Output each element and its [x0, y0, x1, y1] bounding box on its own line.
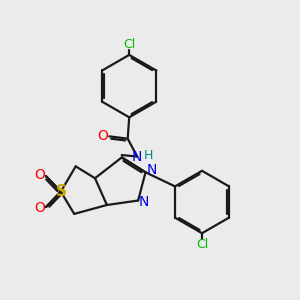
Text: O: O [34, 168, 45, 182]
Text: N: N [132, 149, 142, 164]
Text: N: N [147, 163, 157, 177]
Text: O: O [97, 129, 108, 143]
Text: S: S [56, 184, 67, 199]
Text: N: N [139, 195, 149, 209]
Text: H: H [144, 149, 153, 162]
Text: Cl: Cl [123, 38, 135, 51]
Text: Cl: Cl [196, 238, 208, 251]
Text: O: O [34, 201, 45, 215]
